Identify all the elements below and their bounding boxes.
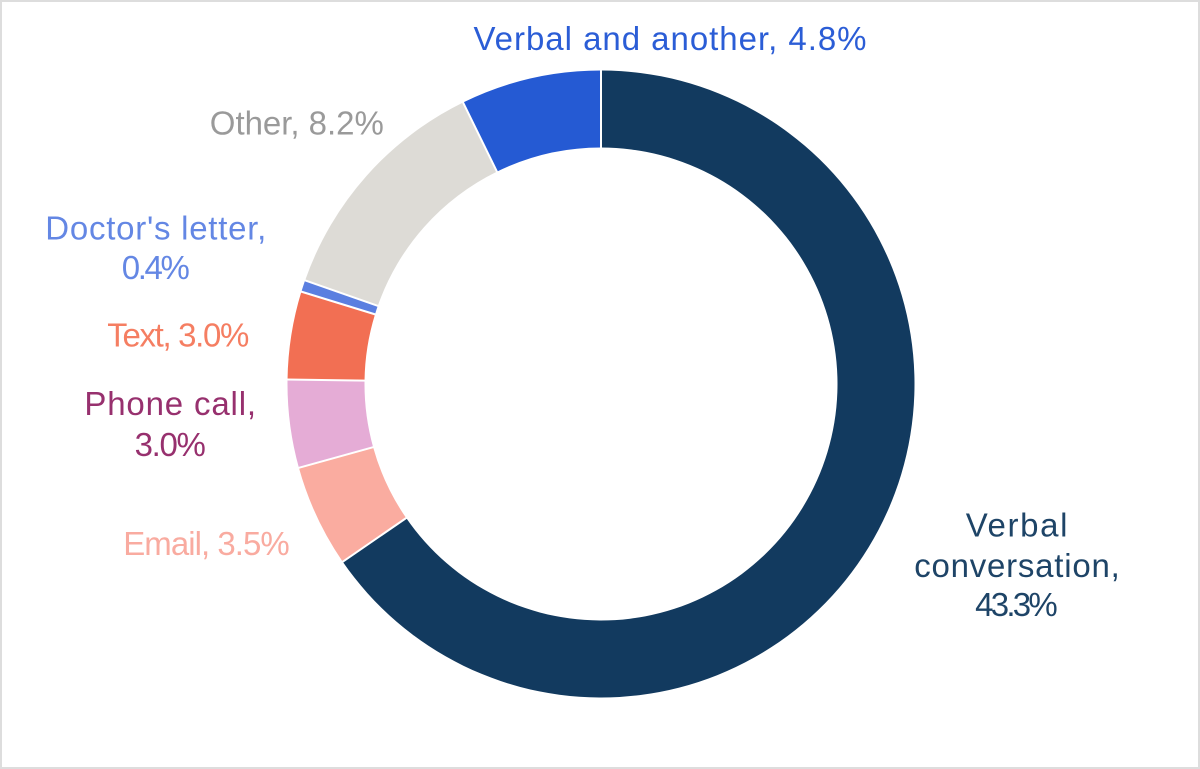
svg-text:43.3%: 43.3% bbox=[975, 586, 1058, 623]
svg-text:3.0%: 3.0% bbox=[135, 426, 206, 463]
svg-text:Text, 3.0%: Text, 3.0% bbox=[107, 317, 249, 354]
svg-text:Verbal: Verbal bbox=[966, 506, 1068, 543]
svg-text:Email, 3.5%: Email, 3.5% bbox=[123, 525, 290, 562]
svg-text:conversation,: conversation, bbox=[914, 547, 1120, 584]
svg-text:Verbal and another, 4.8%: Verbal and another, 4.8% bbox=[474, 20, 867, 57]
svg-text:0.4%: 0.4% bbox=[122, 249, 190, 286]
svg-text:Phone call,: Phone call, bbox=[84, 385, 256, 422]
svg-text:Doctor's letter,: Doctor's letter, bbox=[45, 209, 266, 246]
svg-text:Other, 8.2%: Other, 8.2% bbox=[210, 104, 384, 141]
